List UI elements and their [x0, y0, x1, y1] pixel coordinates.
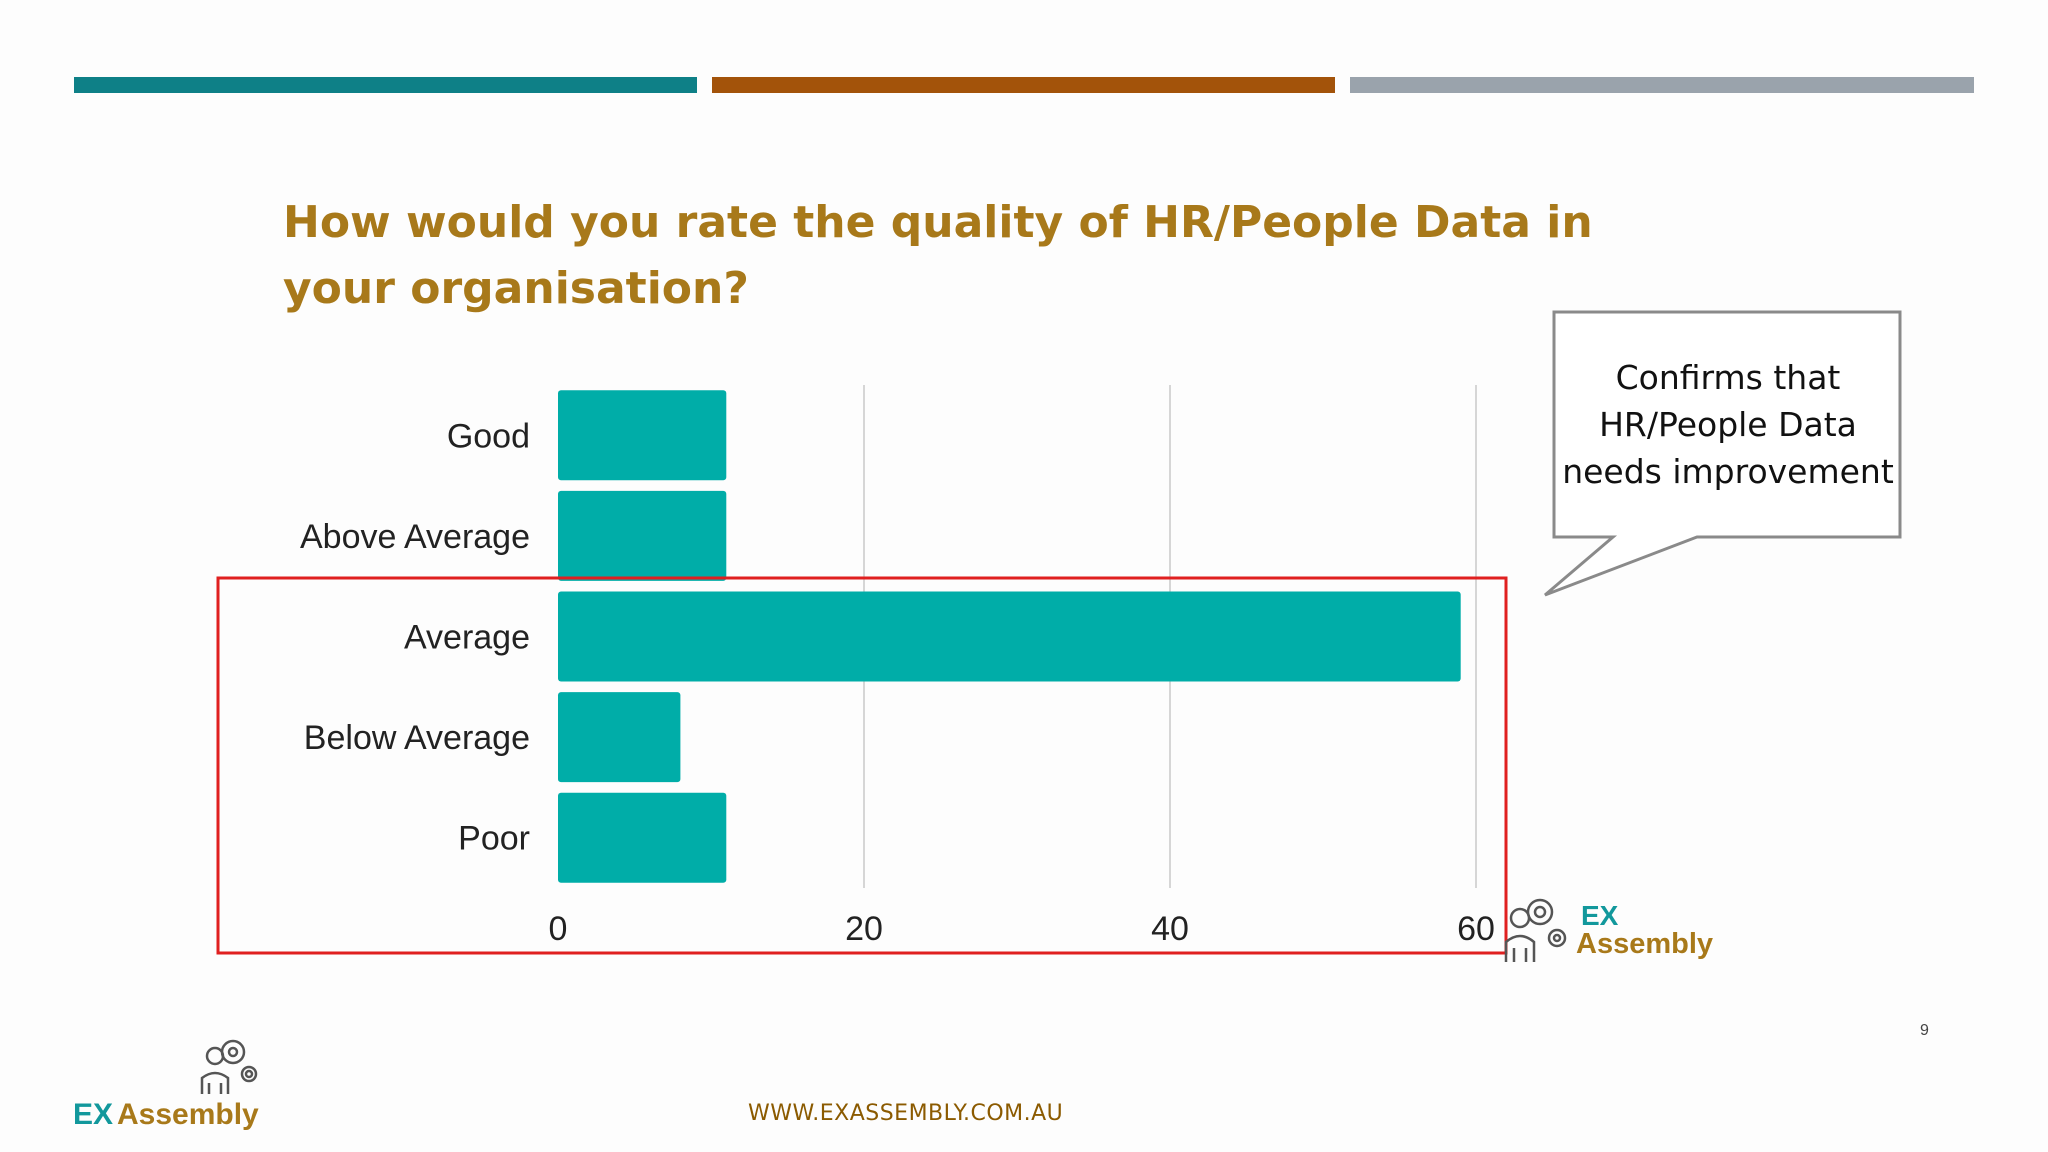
logo-assembly-text: Assembly: [1576, 928, 1714, 960]
bar-average: [558, 591, 1461, 682]
callout-text: Confirms that HR/People Data needs impro…: [1562, 358, 1894, 491]
people-gears-icon: [1504, 898, 1567, 962]
x-tick-label: 20: [845, 910, 883, 948]
slide-title: How would you rate the quality of HR/Peo…: [283, 197, 1593, 314]
bar-below-average: [558, 692, 681, 783]
category-label: Average: [404, 619, 530, 657]
x-tick-label: 60: [1457, 910, 1495, 948]
category-labels: Good Above Average Average Below Average Poo…: [300, 417, 530, 857]
top-bar-gray: [1350, 77, 1974, 93]
x-tick-label: 40: [1151, 910, 1189, 948]
footer-url[interactable]: WWW.EXASSEMBLY.COM.AU: [748, 1101, 1064, 1126]
category-label: Above Average: [300, 518, 530, 556]
highlight-box: [216, 576, 1508, 955]
bar-above-average: [558, 490, 727, 581]
bar-poor: [558, 792, 727, 883]
logo-ex-text: EX: [1581, 900, 1619, 931]
page-number: 9: [1920, 1022, 1929, 1039]
bar-good: [558, 390, 727, 481]
people-gears-icon: [200, 1039, 258, 1094]
category-label: Poor: [458, 820, 530, 858]
x-tick-labels: 0 20 40 60: [549, 910, 1495, 948]
category-label: Below Average: [304, 719, 530, 757]
callout-bubble: [1544, 310, 1902, 597]
footer-logo-ex: EX: [73, 1098, 114, 1131]
top-bar-brown: [712, 77, 1335, 93]
bars: [558, 390, 1461, 883]
x-tick-label: 0: [549, 910, 568, 948]
category-label: Good: [447, 417, 530, 455]
top-bar-teal: [74, 77, 697, 93]
footer-logo-assembly: Assembly: [117, 1098, 259, 1131]
